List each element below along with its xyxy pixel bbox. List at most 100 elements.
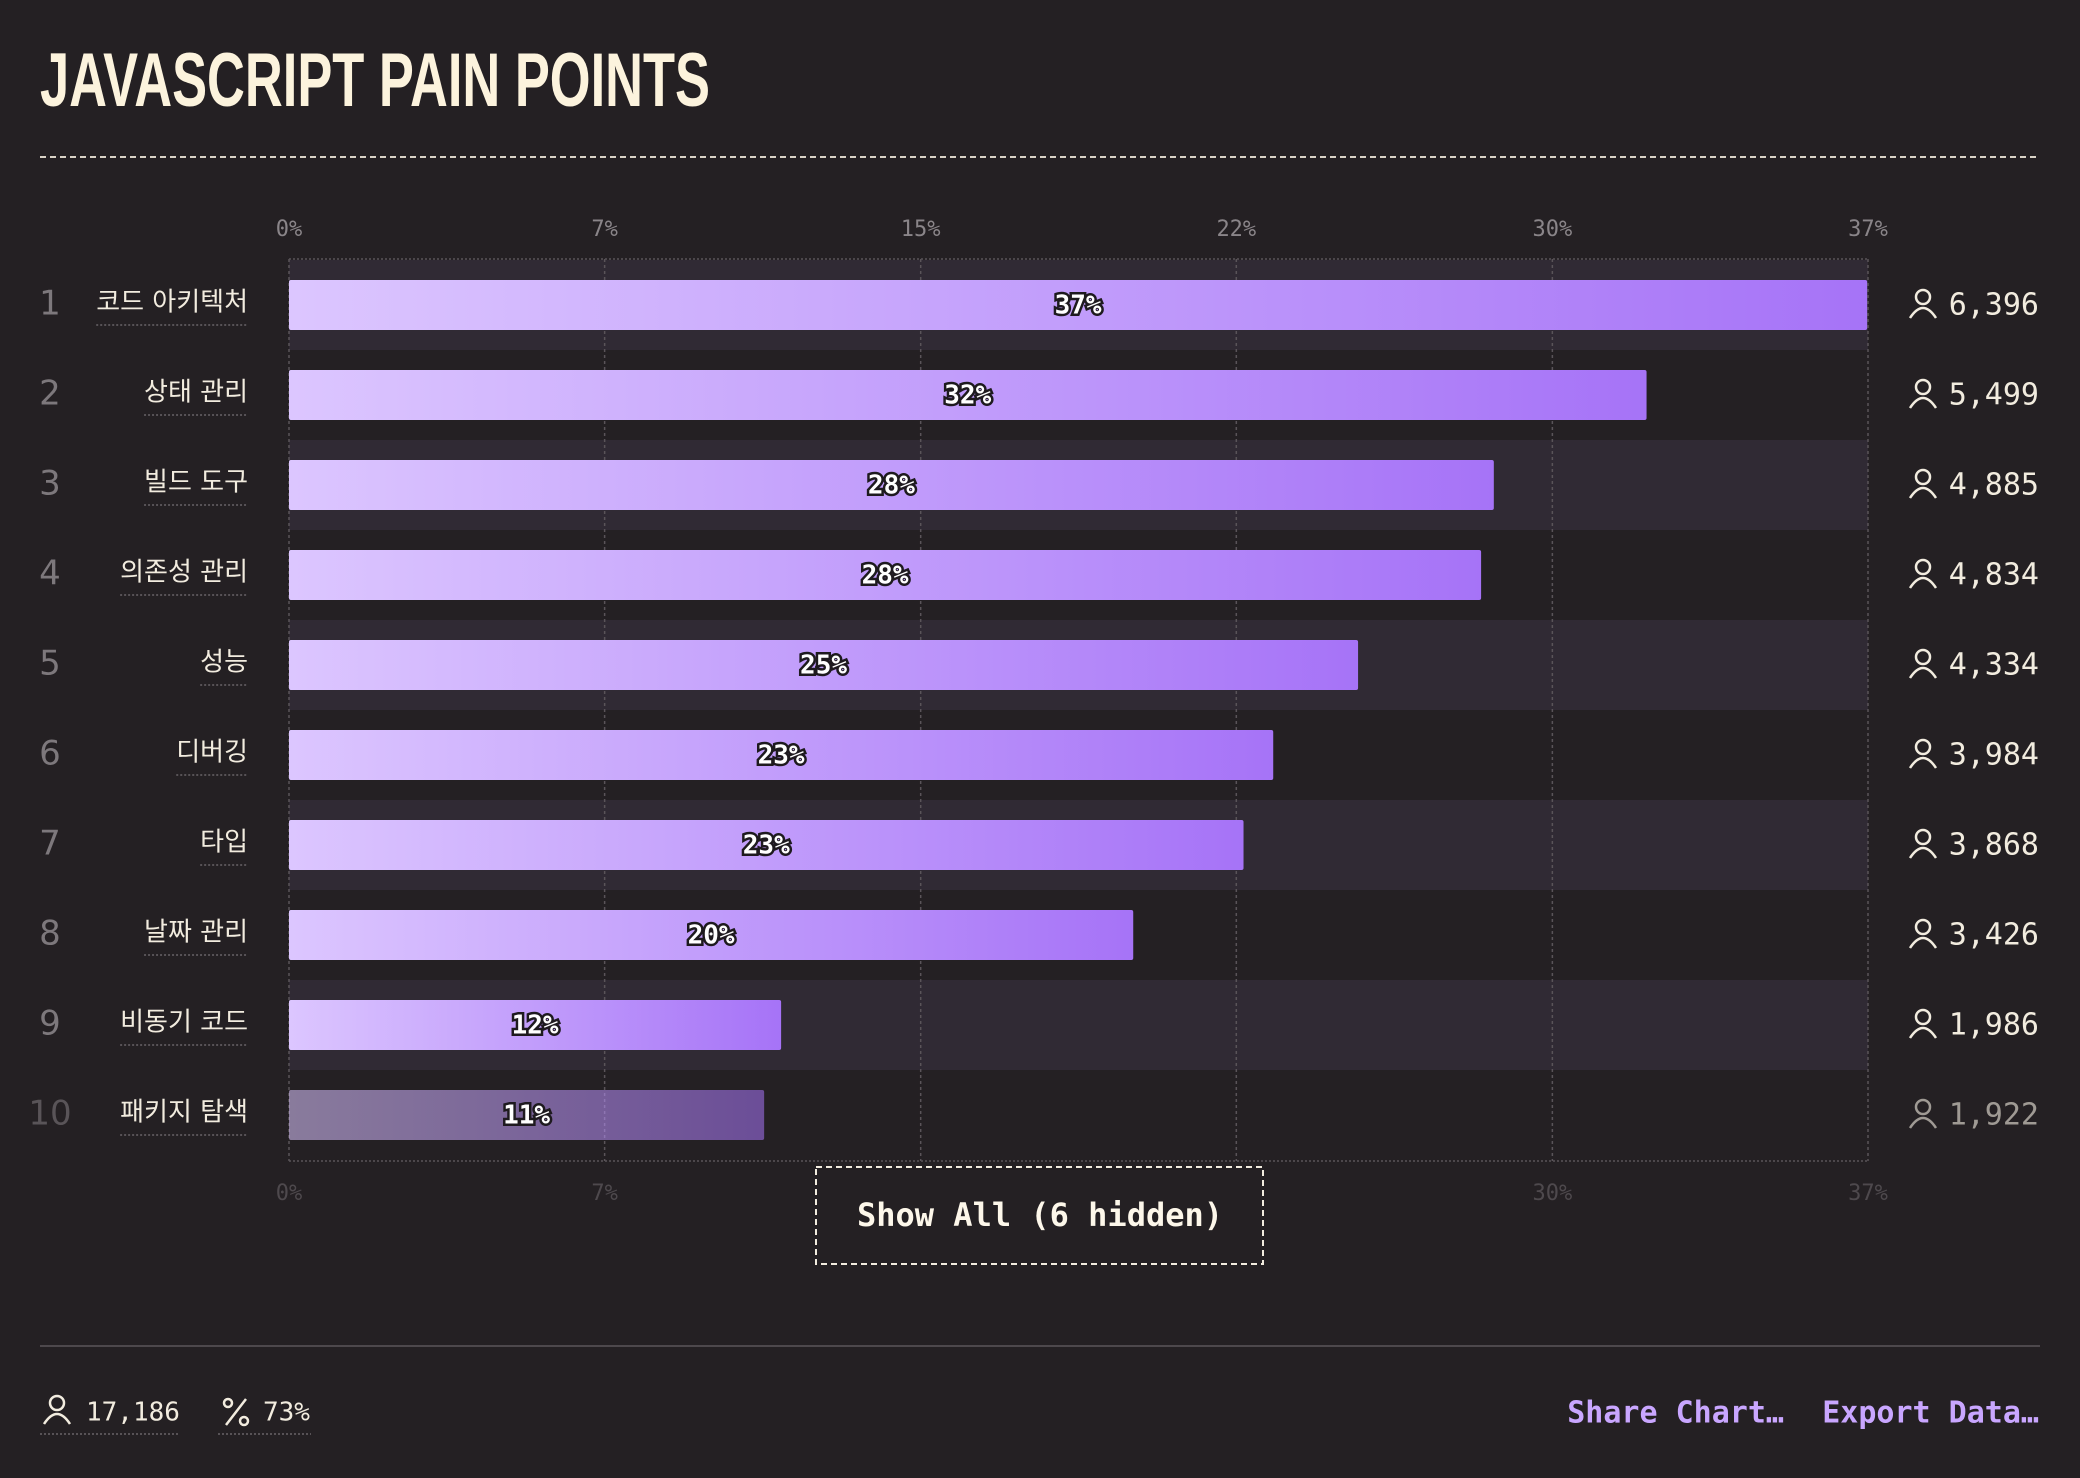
rank: 10 (28, 1094, 71, 1134)
chart-title: JAVASCRIPT PAIN POINTS (40, 38, 710, 123)
bars: 1 코드 아키텍처 37% 6,396 2 상태 관리 32% 5,499 3 빌드 도구 28% 4… (28, 280, 2039, 1140)
count-label: 6,396 (1949, 288, 2039, 323)
x-tick-label: 37% (1848, 1181, 1888, 1206)
respondents: 17,186 (86, 1398, 180, 1428)
completion: 73% (263, 1398, 310, 1428)
bar (289, 280, 1868, 330)
count-label: 1,922 (1949, 1098, 2039, 1133)
count-label: 4,334 (1949, 648, 2039, 683)
icon-body (1908, 396, 1938, 409)
respondent-icon (1908, 828, 1938, 859)
icon-head (1914, 918, 1932, 936)
category-label: 상태 관리 (144, 378, 248, 408)
icon-body (1908, 576, 1938, 589)
respondent-icon (1908, 558, 1938, 589)
icon-head (1914, 468, 1932, 486)
category-label: 날짜 관리 (144, 918, 248, 948)
respondent-icon (1908, 468, 1938, 499)
rank: 9 (39, 1004, 61, 1044)
value-label: 32% (944, 381, 991, 411)
category-label: 의존성 관리 (120, 558, 248, 588)
count-label: 5,499 (1949, 378, 2039, 413)
rank: 4 (39, 554, 61, 594)
x-tick-label: 30% (1532, 1181, 1572, 1206)
show-all-label[interactable]: Show All (6 hidden) (857, 1196, 1223, 1234)
respondent-icon (42, 1394, 72, 1425)
rank: 2 (39, 374, 61, 414)
icon-head (1914, 828, 1932, 846)
x-tick-label: 7% (591, 1181, 618, 1206)
icon-head (1914, 288, 1932, 306)
bar (289, 910, 1134, 960)
rank: 8 (39, 914, 61, 954)
count-label: 1,986 (1949, 1008, 2039, 1043)
value-label: 20% (688, 921, 735, 951)
value-label: 37% (1055, 291, 1102, 321)
category-label: 디버깅 (176, 738, 248, 768)
icon-body (1908, 306, 1938, 319)
percent-icon (222, 1397, 250, 1427)
value-label: 11% (503, 1101, 550, 1131)
share-chart[interactable]: Share Chart… (1567, 1396, 1784, 1431)
icon-head (1914, 378, 1932, 396)
category-label: 타입 (200, 828, 248, 858)
category-label: 코드 아키텍처 (96, 288, 248, 318)
icon-head (1914, 1098, 1932, 1116)
respondent-icon (1908, 288, 1938, 319)
rank: 7 (39, 824, 61, 864)
bar (289, 1090, 765, 1140)
value-label: 12% (512, 1011, 559, 1041)
bar (289, 820, 1244, 870)
respondent-icon (1908, 378, 1938, 409)
bar (289, 1000, 782, 1050)
icon-body (1908, 936, 1938, 949)
count-label: 3,984 (1949, 738, 2039, 773)
rank: 6 (39, 734, 61, 774)
category-label: 패키지 탐색 (120, 1098, 248, 1128)
respondent-icon (1908, 1098, 1938, 1129)
category-label: 빌드 도구 (144, 468, 248, 498)
icon-body (1908, 666, 1938, 679)
x-tick-label: 30% (1532, 217, 1572, 242)
icon-body (1908, 486, 1938, 499)
rank: 5 (39, 644, 61, 684)
icon-body (1908, 1116, 1938, 1129)
rank: 3 (39, 464, 61, 504)
count-label: 4,834 (1949, 558, 2039, 593)
category-label: 비동기 코드 (120, 1008, 248, 1038)
export-data[interactable]: Export Data… (1822, 1396, 2039, 1431)
value-label: 23% (743, 831, 790, 861)
respondent-icon (1908, 1008, 1938, 1039)
icon-head (1914, 558, 1932, 576)
value-label: 25% (800, 651, 847, 681)
x-tick-label: 37% (1848, 217, 1888, 242)
icon-head (1914, 1008, 1932, 1026)
x-tick-label: 15% (901, 217, 941, 242)
bar (289, 460, 1494, 510)
category-label: 성능 (200, 648, 248, 678)
x-tick-label: 0% (276, 217, 303, 242)
value-label: 23% (758, 741, 805, 771)
bar (289, 550, 1482, 600)
rank: 1 (39, 284, 61, 324)
value-label: 28% (868, 471, 915, 501)
bar (289, 370, 1647, 420)
show-all-button[interactable] (815, 1166, 1264, 1265)
icon-head (1914, 648, 1932, 666)
x-tick-label: 0% (276, 1181, 303, 1206)
bar (289, 640, 1359, 690)
respondent-icon (1908, 738, 1938, 769)
x-tick-label: 22% (1216, 217, 1256, 242)
x-tick-label: 7% (591, 217, 618, 242)
icon-body (1908, 756, 1938, 769)
count-label: 4,885 (1949, 468, 2039, 503)
count-label: 3,426 (1949, 918, 2039, 953)
value-label: 28% (862, 561, 909, 591)
icon-head (1914, 738, 1932, 756)
icon-body (1908, 1026, 1938, 1039)
bar (289, 730, 1274, 780)
count-label: 3,868 (1949, 828, 2039, 863)
respondent-icon (1908, 648, 1938, 679)
respondent-icon (1908, 918, 1938, 949)
